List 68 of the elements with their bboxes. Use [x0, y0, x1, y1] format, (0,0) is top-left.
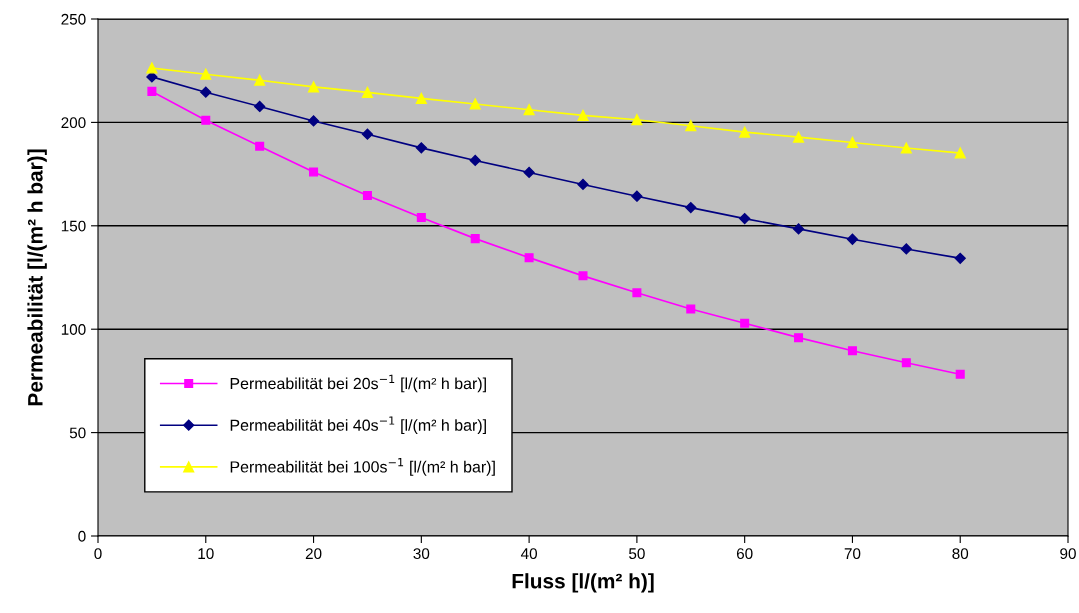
point [685, 120, 697, 132]
x-tick-label: 50 [629, 548, 645, 560]
legend-label: Permeabilität bei 100s$^{−1}$ [l/(m² h bar)] [230, 458, 495, 476]
x-tick-label: 80 [952, 548, 969, 560]
x-tick-label: 40 [520, 548, 538, 560]
point [577, 178, 589, 191]
x-tick-label: 70 [844, 548, 861, 560]
point [901, 358, 911, 368]
legend-label: Permeabilität bei 40s$^{−1}$ [l/(m² h bar)] [230, 416, 486, 435]
point [200, 86, 212, 98]
y-tick-label: 200 [61, 117, 86, 129]
y-tick-label: 0 [78, 530, 86, 542]
x-axis-title: Fluss [l/(m² h)] [512, 573, 654, 593]
point [792, 131, 805, 143]
point [470, 234, 480, 244]
point [631, 114, 643, 126]
point [415, 142, 427, 154]
x-tick-label: 60 [736, 548, 753, 560]
legend-label: Permeabilität bei 20s$^{−1}$ [l/(m² h bar)] [230, 374, 486, 393]
point [792, 223, 805, 235]
y-tick-label: 150 [61, 220, 86, 232]
point [739, 126, 751, 138]
x-tick-label: 10 [198, 548, 214, 560]
point [847, 346, 857, 356]
point [577, 109, 589, 121]
point [954, 252, 966, 264]
point [632, 288, 642, 298]
point [523, 104, 535, 116]
point [794, 333, 804, 343]
point [469, 98, 481, 110]
point [900, 243, 912, 255]
point [469, 154, 481, 167]
point [254, 74, 266, 86]
y-tick-label: 50 [69, 427, 86, 439]
point [361, 128, 374, 140]
y-tick-label: 250 [61, 13, 86, 25]
point [578, 271, 588, 281]
point [201, 115, 211, 125]
point [739, 212, 751, 225]
point [900, 142, 912, 154]
x-tick-label: 0 [94, 548, 102, 560]
x-tick-label: 30 [413, 548, 430, 560]
point [200, 68, 212, 80]
point [362, 190, 372, 200]
x-tick-label: 90 [1060, 548, 1076, 560]
point [524, 253, 534, 263]
point [955, 369, 965, 379]
point [307, 81, 320, 93]
y-axis-title: Permeabilität [l/(m² h bar)] [27, 149, 47, 406]
point [416, 213, 426, 223]
point [846, 233, 859, 245]
point [523, 166, 535, 179]
point [685, 201, 697, 214]
point [954, 147, 966, 159]
point [361, 86, 374, 98]
y-tick-label: 100 [61, 324, 86, 335]
point [146, 62, 158, 74]
point [846, 136, 859, 149]
point [631, 190, 643, 202]
point [686, 304, 696, 314]
point [255, 141, 265, 151]
point [307, 115, 320, 127]
point [147, 86, 157, 96]
point [415, 92, 427, 104]
point [254, 100, 266, 113]
point [740, 318, 750, 328]
point [309, 167, 319, 177]
x-tick-label: 20 [305, 548, 322, 560]
